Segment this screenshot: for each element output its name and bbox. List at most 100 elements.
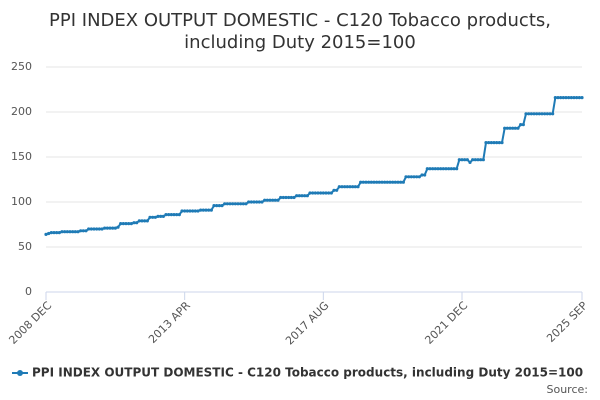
point xyxy=(169,213,173,217)
point xyxy=(271,198,275,202)
point xyxy=(97,227,101,231)
point xyxy=(201,208,205,212)
point xyxy=(153,215,157,219)
x-tick-label: 2021 DEC xyxy=(422,299,470,347)
point xyxy=(567,96,571,100)
point xyxy=(188,209,192,213)
point xyxy=(252,200,256,204)
point xyxy=(239,202,243,206)
point xyxy=(244,202,248,206)
point xyxy=(457,158,461,162)
point xyxy=(495,141,499,145)
chart-title: including Duty 2015=100 xyxy=(184,32,416,53)
point xyxy=(476,158,480,162)
y-tick-label: 50 xyxy=(18,240,32,253)
point xyxy=(511,126,515,130)
point xyxy=(401,180,405,184)
point xyxy=(305,194,309,198)
point xyxy=(548,112,552,116)
point xyxy=(385,180,389,184)
point xyxy=(196,209,200,213)
point xyxy=(500,141,504,145)
point xyxy=(57,231,61,235)
point xyxy=(367,180,371,184)
point xyxy=(183,209,187,213)
point xyxy=(513,126,517,130)
point xyxy=(329,191,333,195)
point xyxy=(532,112,536,116)
point xyxy=(407,175,411,179)
point xyxy=(313,191,317,195)
point xyxy=(233,202,237,206)
point xyxy=(391,180,395,184)
point xyxy=(345,185,349,189)
point xyxy=(156,214,160,218)
point xyxy=(140,219,144,223)
point xyxy=(335,188,339,192)
point xyxy=(492,141,496,145)
point xyxy=(209,208,213,212)
point xyxy=(44,232,48,236)
point xyxy=(63,230,67,234)
point xyxy=(132,221,136,225)
point xyxy=(353,185,357,189)
x-tick-label: 2013 APR xyxy=(146,299,193,346)
point xyxy=(423,173,427,177)
point xyxy=(535,112,539,116)
point xyxy=(52,231,56,235)
x-tick-label: 2008 DEC xyxy=(6,299,54,347)
point xyxy=(351,185,355,189)
point xyxy=(468,160,472,164)
point xyxy=(111,226,115,230)
point xyxy=(49,231,53,235)
point xyxy=(375,180,379,184)
y-tick-label: 0 xyxy=(25,285,32,298)
point xyxy=(95,227,99,231)
point xyxy=(481,158,485,162)
point xyxy=(439,167,443,171)
point xyxy=(537,112,541,116)
point xyxy=(564,96,568,100)
point xyxy=(167,213,171,217)
y-tick-label: 200 xyxy=(11,105,32,118)
point xyxy=(569,96,573,100)
point xyxy=(116,225,120,229)
point xyxy=(337,185,341,189)
point xyxy=(89,227,93,231)
point xyxy=(55,231,59,235)
point xyxy=(575,96,579,100)
point xyxy=(460,158,464,162)
point xyxy=(380,180,384,184)
point xyxy=(292,195,296,200)
point xyxy=(332,188,336,192)
point xyxy=(68,230,72,234)
point xyxy=(399,180,403,184)
point xyxy=(396,180,400,184)
point xyxy=(577,96,581,100)
point xyxy=(505,126,509,130)
point xyxy=(447,167,451,171)
point xyxy=(124,222,128,226)
point xyxy=(284,195,288,200)
point xyxy=(417,175,421,179)
point xyxy=(60,230,64,234)
point xyxy=(359,180,363,184)
point xyxy=(65,230,69,234)
point xyxy=(489,141,493,145)
point xyxy=(449,167,453,171)
point xyxy=(225,202,229,206)
point xyxy=(113,226,117,230)
point xyxy=(545,112,549,116)
point xyxy=(409,175,413,179)
point xyxy=(303,194,307,198)
point xyxy=(465,158,469,162)
point xyxy=(343,185,347,189)
point xyxy=(47,231,51,236)
point xyxy=(487,141,491,145)
y-tick-label: 100 xyxy=(11,195,32,208)
point xyxy=(103,226,107,230)
point xyxy=(145,219,149,223)
point xyxy=(508,126,512,130)
point xyxy=(308,191,312,195)
